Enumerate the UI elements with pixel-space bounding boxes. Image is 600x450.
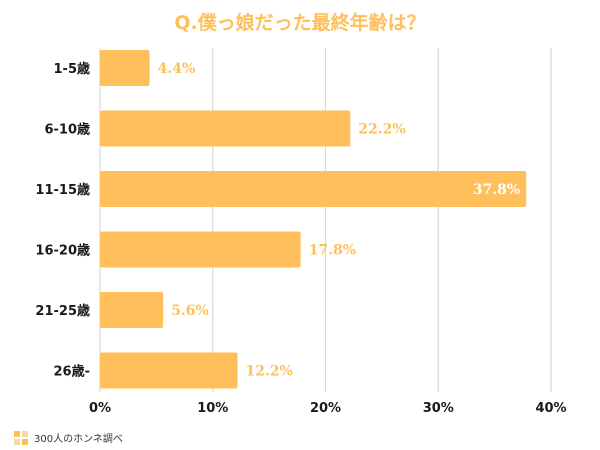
source-note: 300人のホンネ調べ	[14, 430, 123, 445]
value-label: 12.2%	[246, 364, 293, 380]
bar	[100, 231, 301, 268]
category-label: 21-25歳	[35, 303, 90, 319]
survey-logo-icon	[14, 430, 28, 445]
value-labels: 4.4% 22.2% 37.8% 17.8% 5.6% 12.2%	[158, 61, 521, 380]
category-label: 6-10歳	[44, 122, 90, 138]
value-label: 5.6%	[171, 303, 209, 319]
source-note-text: 300人のホンネ調べ	[34, 434, 123, 445]
bar	[100, 292, 164, 328]
x-tick-label: 10%	[197, 401, 228, 416]
x-tick-label: 30%	[423, 401, 454, 416]
category-labels: 1-5歳 6-10歳 11-15歳 16-20歳 21-25歳 26歳-	[35, 61, 90, 380]
value-label: 22.2%	[358, 122, 405, 138]
chart-title: Q.僕っ娘だった最終年齢は？	[174, 12, 426, 34]
x-tick-label: 20%	[310, 401, 341, 416]
category-label: 11-15歳	[35, 182, 90, 198]
value-label: 4.4%	[158, 61, 196, 77]
grid-lines	[99, 48, 552, 392]
value-label: 17.8%	[309, 243, 356, 259]
bar	[100, 50, 150, 86]
category-label: 16-20歳	[35, 243, 90, 259]
x-tick-label: 40%	[535, 401, 566, 416]
bar	[100, 171, 527, 207]
bar	[100, 110, 351, 147]
bars	[100, 50, 527, 389]
x-tick-labels: 0% 10% 20% 30% 40%	[89, 401, 567, 416]
category-label: 26歳-	[54, 364, 91, 380]
bar	[100, 352, 238, 389]
value-label: 37.8%	[473, 182, 520, 198]
category-label: 1-5歳	[54, 61, 91, 77]
x-tick-label: 0%	[89, 401, 111, 416]
